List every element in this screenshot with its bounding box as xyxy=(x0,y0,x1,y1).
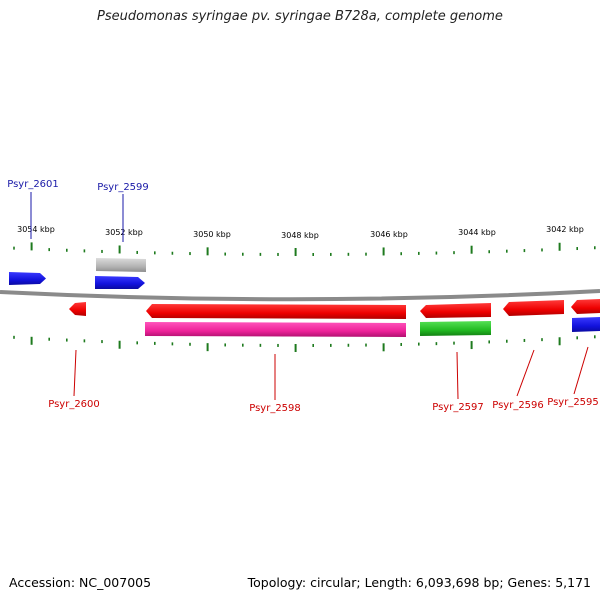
label-psyr2597[interactable]: Psyr_2597 xyxy=(432,402,484,413)
label-psyr2596[interactable]: Psyr_2596 xyxy=(492,400,544,411)
scale-label-3048: 3048 kbp xyxy=(281,231,319,240)
gene-psyr2599-arrow[interactable] xyxy=(95,276,145,289)
accession-label: Accession: NC_007005 xyxy=(9,575,152,590)
gene-psyr2597-arrow[interactable] xyxy=(420,303,491,318)
gene-psyr2595-forward-arrow[interactable] xyxy=(572,317,600,332)
gene-psyr2599-pseudo[interactable] xyxy=(96,258,146,272)
scale-ticks-top xyxy=(13,242,596,256)
gene-psyr2595-arrow[interactable] xyxy=(571,299,600,314)
label-psyr2600[interactable]: Psyr_2600 xyxy=(48,399,100,410)
label-psyr2599[interactable]: Psyr_2599 xyxy=(97,182,149,193)
scale-label-3052: 3052 kbp xyxy=(105,228,143,237)
leader-psyr2597 xyxy=(456,351,459,400)
leader-psyr2595 xyxy=(573,346,589,395)
genome-backbone xyxy=(0,289,600,302)
topology-summary: Topology: circular; Length: 6,093,698 bp… xyxy=(247,575,591,590)
scale-ticks-bottom xyxy=(13,335,596,352)
gene-psyr2597-cds[interactable] xyxy=(420,321,491,336)
gene-psyr2601-arrow[interactable] xyxy=(9,272,46,285)
scale-label-3044: 3044 kbp xyxy=(458,228,496,237)
scale-label-3046: 3046 kbp xyxy=(370,230,408,239)
genome-title: Pseudomonas syringae pv. syringae B728a,… xyxy=(97,9,503,24)
label-psyr2601[interactable]: Psyr_2601 xyxy=(7,179,59,190)
scale-label-3042: 3042 kbp xyxy=(546,225,584,234)
gene-psyr2598-arrow[interactable] xyxy=(146,304,406,319)
scale-label-3050: 3050 kbp xyxy=(193,230,231,239)
gene-psyr2598-cds[interactable] xyxy=(145,322,406,337)
scale-label-3054: 3054 kbp xyxy=(17,225,55,234)
gene-psyr2596-arrow[interactable] xyxy=(503,300,564,316)
label-psyr2595[interactable]: Psyr_2595 xyxy=(547,397,599,408)
label-psyr2598[interactable]: Psyr_2598 xyxy=(249,403,301,414)
leader-psyr2600 xyxy=(73,349,77,397)
leader-psyr2596 xyxy=(516,349,535,397)
gene-psyr2600-arrow[interactable] xyxy=(69,302,86,316)
